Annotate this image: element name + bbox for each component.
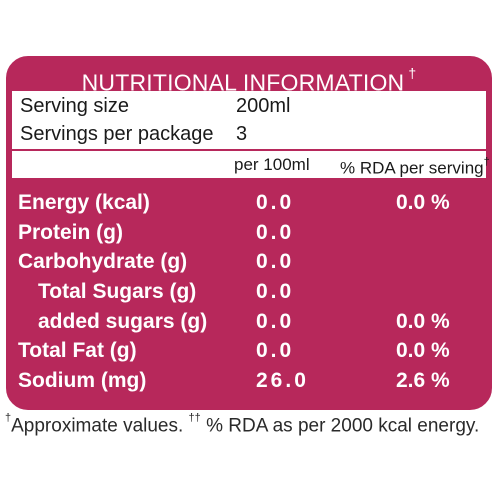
nutrient-row: added sugars (g) 0.0 0.0 %: [8, 307, 490, 337]
nutrient-label: Total Fat (g): [18, 339, 137, 363]
nutrient-label: Protein (g): [18, 220, 123, 244]
nutrient-rda-value: 0.0 %: [396, 309, 450, 333]
serving-size-label: Serving size: [20, 95, 129, 117]
nutrient-per100-value: 0.0: [256, 191, 295, 214]
nutrient-label: Carbohydrate (g): [18, 250, 188, 274]
nutrient-row: Total Fat (g) 0.0 0.0 %: [8, 336, 490, 366]
nutrient-label: added sugars (g): [38, 309, 208, 333]
nutrient-per100-value: 0.0: [256, 309, 295, 333]
column-header-rda-text: % RDA per serving: [340, 158, 484, 178]
serving-size-value: 200ml: [236, 95, 291, 117]
nutrition-panel: NUTRITIONAL INFORMATION † Serving size 20…: [6, 56, 492, 410]
nutrient-table: Energy (kcal) 0.0 0.0 % Protein (g) 0.0 Carbo…: [8, 188, 490, 396]
serving-size-row: Serving size 200ml: [20, 92, 290, 120]
nutrient-label: Sodium (mg): [18, 369, 147, 393]
servings-per-package-value: 3: [236, 123, 248, 145]
nutrient-per100-value: 0.0: [256, 250, 295, 274]
nutrient-per100-value: 0.0: [256, 220, 295, 244]
nutrient-rda-value: 0.0 %: [396, 339, 450, 363]
nutrient-label: Total Sugars (g): [38, 280, 197, 304]
nutrient-per100-value: 0.0: [256, 339, 295, 363]
title-dagger-mark: †: [408, 65, 417, 81]
servings-per-package-label: Servings per package: [20, 123, 214, 145]
nutrient-row: Carbohydrate (g) 0.0: [8, 247, 490, 277]
servings-per-package-row: Servings per package 3: [20, 120, 247, 148]
nutrient-per100-value: 26.0: [256, 369, 309, 393]
nutrient-rda-value: 2.6 %: [396, 369, 450, 393]
nutrient-per100-value: 0.0: [256, 280, 295, 304]
column-header-box: per 100ml % RDA per serving††: [12, 151, 490, 178]
rda-double-dagger-mark: ††: [483, 156, 490, 168]
nutrient-label: Energy (kcal): [18, 191, 150, 214]
nutrient-row: Total Sugars (g) 0.0: [8, 277, 490, 307]
column-header-per100: per 100ml: [234, 155, 310, 174]
nutrient-rda-value: 0.0 %: [396, 191, 450, 214]
panel-title: NUTRITIONAL INFORMATION †: [8, 58, 490, 96]
nutrient-row: Protein (g) 0.0: [8, 218, 490, 248]
footnote-approx-text: Approximate values.: [11, 415, 189, 437]
serving-info-box: Serving size 200ml Servings per package …: [12, 91, 486, 149]
nutrient-row: Energy (kcal) 0.0 0.0 %: [8, 188, 490, 218]
footnote-dagger-mark: †: [5, 412, 12, 424]
footnote: †Approximate values. †† % RDA as per 200…: [5, 412, 480, 437]
footnote-double-dagger-mark: ††: [188, 412, 201, 424]
nutrient-row: Sodium (mg) 26.0 2.6 %: [8, 366, 490, 396]
column-header-rda: % RDA per serving††: [340, 151, 490, 182]
footnote-rda-text: % RDA as per 2000 kcal energy.: [200, 415, 480, 437]
